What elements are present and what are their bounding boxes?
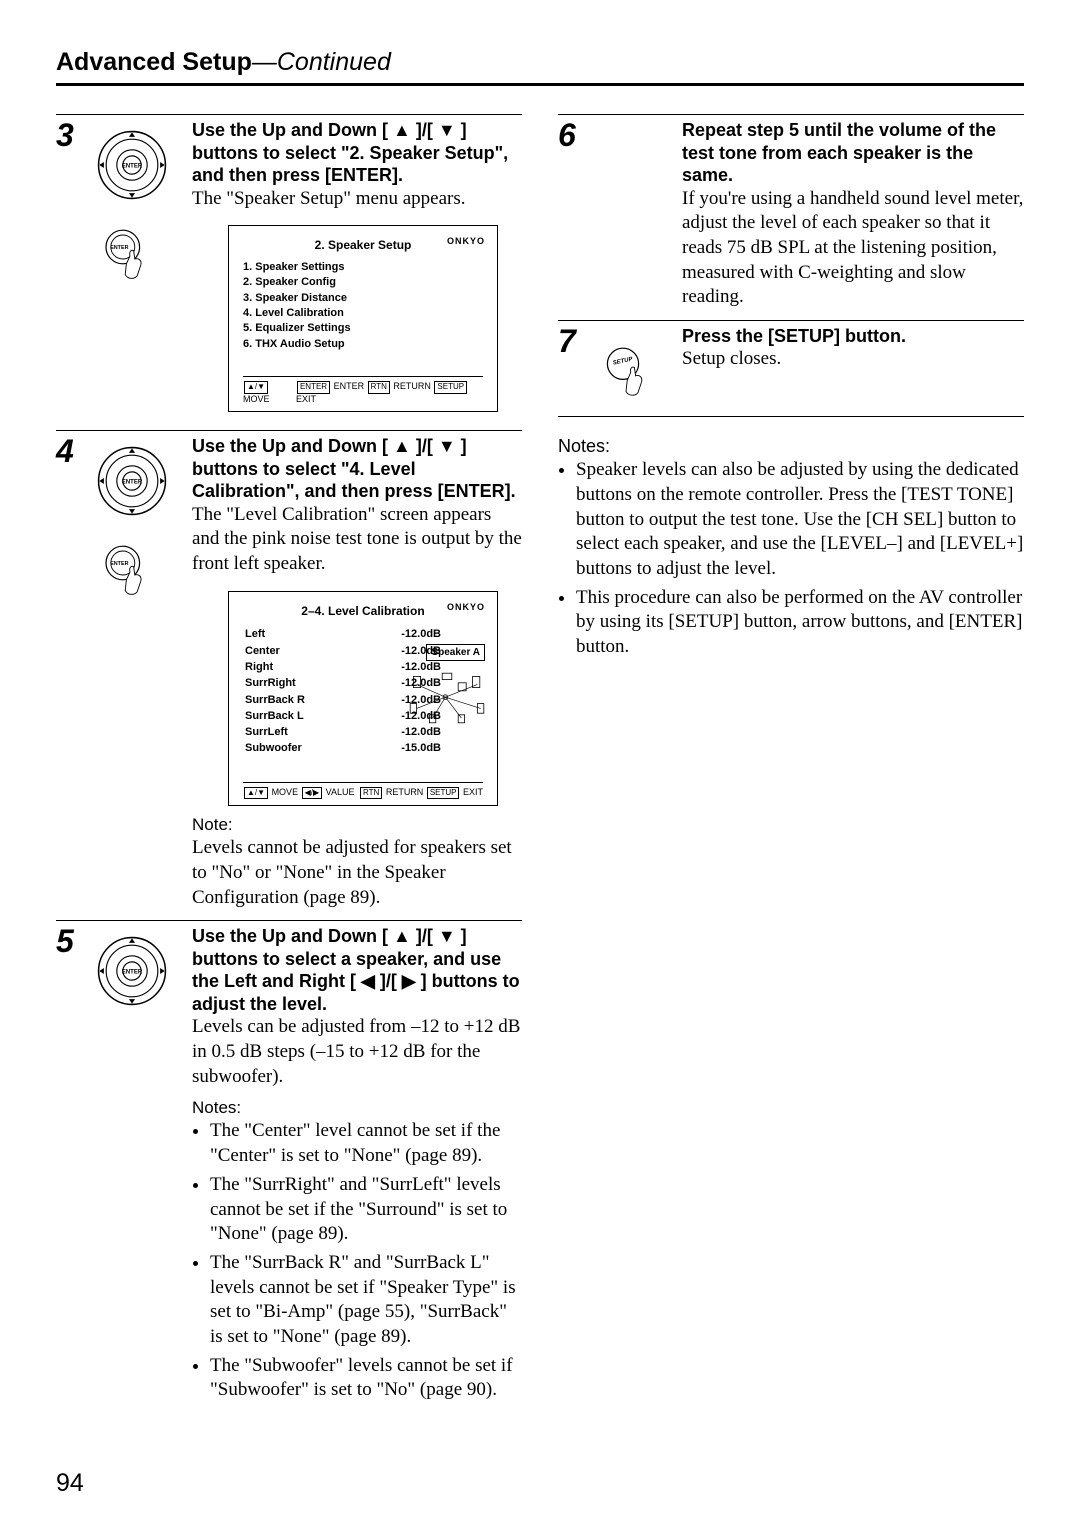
osd-item: 1. Speaker Settings [243,260,483,275]
step-6-instruction: Repeat step 5 until the volume of the te… [682,119,1024,187]
osd-item: 2. Speaker Config [243,275,483,290]
step-4-note-heading: Note: [192,814,522,836]
step-7-body: Setup closes. [682,347,1024,372]
enter-hand-icon [94,539,154,599]
step-5-notes-list: The "Center" level cannot be set if the … [192,1119,522,1403]
osd-brand: ONKYO [447,236,485,248]
step-6: 6 Repeat step 5 until the volume of the … [558,114,1024,310]
speaker-box-label: Speaker A [426,644,485,661]
osd-foot-left: MOVE [243,394,270,404]
osd-row-val: -15.0dB [347,741,481,755]
key-icon: SETUP [427,787,460,799]
right-column: 6 Repeat step 5 until the volume of the … [558,114,1024,1417]
osd-row-name: Right [245,660,345,674]
key-icon: ENTER [297,381,330,393]
step-4-instruction: Use the Up and Down [ ▲ ]/[ ▼ ] buttons … [192,435,522,503]
osd-row-val: -12.0dB [347,627,481,641]
step-3: 3 Use the Up and Down [ ▲ ]/[ ▼ ] button… [56,114,522,420]
note-item: Speaker levels can also be adjusted by u… [576,458,1024,581]
key-icon: SETUP [434,381,467,393]
dpad-icon [94,127,170,203]
step-7: 7 Press the [SETUP] button. Setup closes… [558,320,1024,406]
dpad-icon [94,443,170,519]
step-5-instruction: Use the Up and Down [ ▲ ]/[ ▼ ] buttons … [192,925,522,1015]
key-icon: ▲/▼ [244,381,268,393]
step-6-body: If you're using a handheld sound level m… [682,187,1024,310]
header-bold: Advanced Setup [56,48,252,76]
step-7-instruction: Press the [SETUP] button. [682,325,1024,348]
osd-row-name: SurrRight [245,676,345,690]
osd-item: 4. Level Calibration [243,306,483,321]
step-5-notes-heading: Notes: [192,1097,522,1119]
step-4: 4 Use the Up and Down [ ▲ ]/[ ▼ ] button… [56,430,522,910]
step-6-number: 6 [558,119,586,310]
osd-item: 5. Equalizer Settings [243,321,483,336]
note-item: The "Center" level cannot be set if the … [210,1119,522,1168]
dpad-icon [94,933,170,1009]
step-3-number: 3 [56,119,84,420]
osd-row-name: SurrBack R [245,693,345,707]
setup-button-icon [596,341,656,401]
osd-row-name: SurrBack L [245,709,345,723]
left-column: 3 Use the Up and Down [ ▲ ]/[ ▼ ] button… [56,114,522,1417]
right-notes-heading: Notes: [558,435,1024,458]
osd-row-name: SurrLeft [245,725,345,739]
speaker-layout-icon [407,668,487,728]
key-icon: RTN [360,787,382,799]
step-5-number: 5 [56,925,84,1407]
osd-level-calibration: ONKYO 2–4. Level Calibration Speaker A L… [228,591,498,806]
step-4-number: 4 [56,435,84,910]
step-7-number: 7 [558,325,586,406]
osd-row-name: Center [245,644,345,658]
step-4-note-body: Levels cannot be adjusted for speakers s… [192,836,522,910]
osd-row-name: Subwoofer [245,741,345,755]
page-header: Advanced Setup—Continued [56,48,1024,86]
key-icon: RTN [368,381,390,393]
note-item: The "Subwoofer" levels cannot be set if … [210,1354,522,1403]
note-item: The "SurrRight" and "SurrLeft" levels ca… [210,1173,522,1247]
note-item: The "SurrBack R" and "SurrBack L" levels… [210,1251,522,1350]
step-3-body: The "Speaker Setup" menu appears. [192,187,522,212]
key-icon: ▲/▼ [244,787,268,799]
note-item: This procedure can also be performed on … [576,586,1024,660]
step-4-body: The "Level Calibration" screen appears a… [192,503,522,577]
osd-row-name: Left [245,627,345,641]
right-notes: Notes: Speaker levels can also be adjust… [558,435,1024,660]
osd-brand: ONKYO [447,602,485,614]
header-cont: —Continued [252,48,391,76]
osd-item: 3. Speaker Distance [243,291,483,306]
page-number: 94 [56,1469,84,1498]
step-5-body: Levels can be adjusted from –12 to +12 d… [192,1015,522,1089]
enter-hand-icon [94,223,154,283]
osd-item: 6. THX Audio Setup [243,337,483,352]
step-5: 5 Use the Up and Down [ ▲ ]/[ ▼ ] button… [56,920,522,1407]
step-3-instruction: Use the Up and Down [ ▲ ]/[ ▼ ] buttons … [192,119,522,187]
osd-speaker-setup: ONKYO 2. Speaker Setup 1. Speaker Settin… [228,225,498,412]
osd-menu-list: 1. Speaker Settings 2. Speaker Config 3.… [243,260,483,352]
key-icon: ◀/▶ [302,787,323,799]
